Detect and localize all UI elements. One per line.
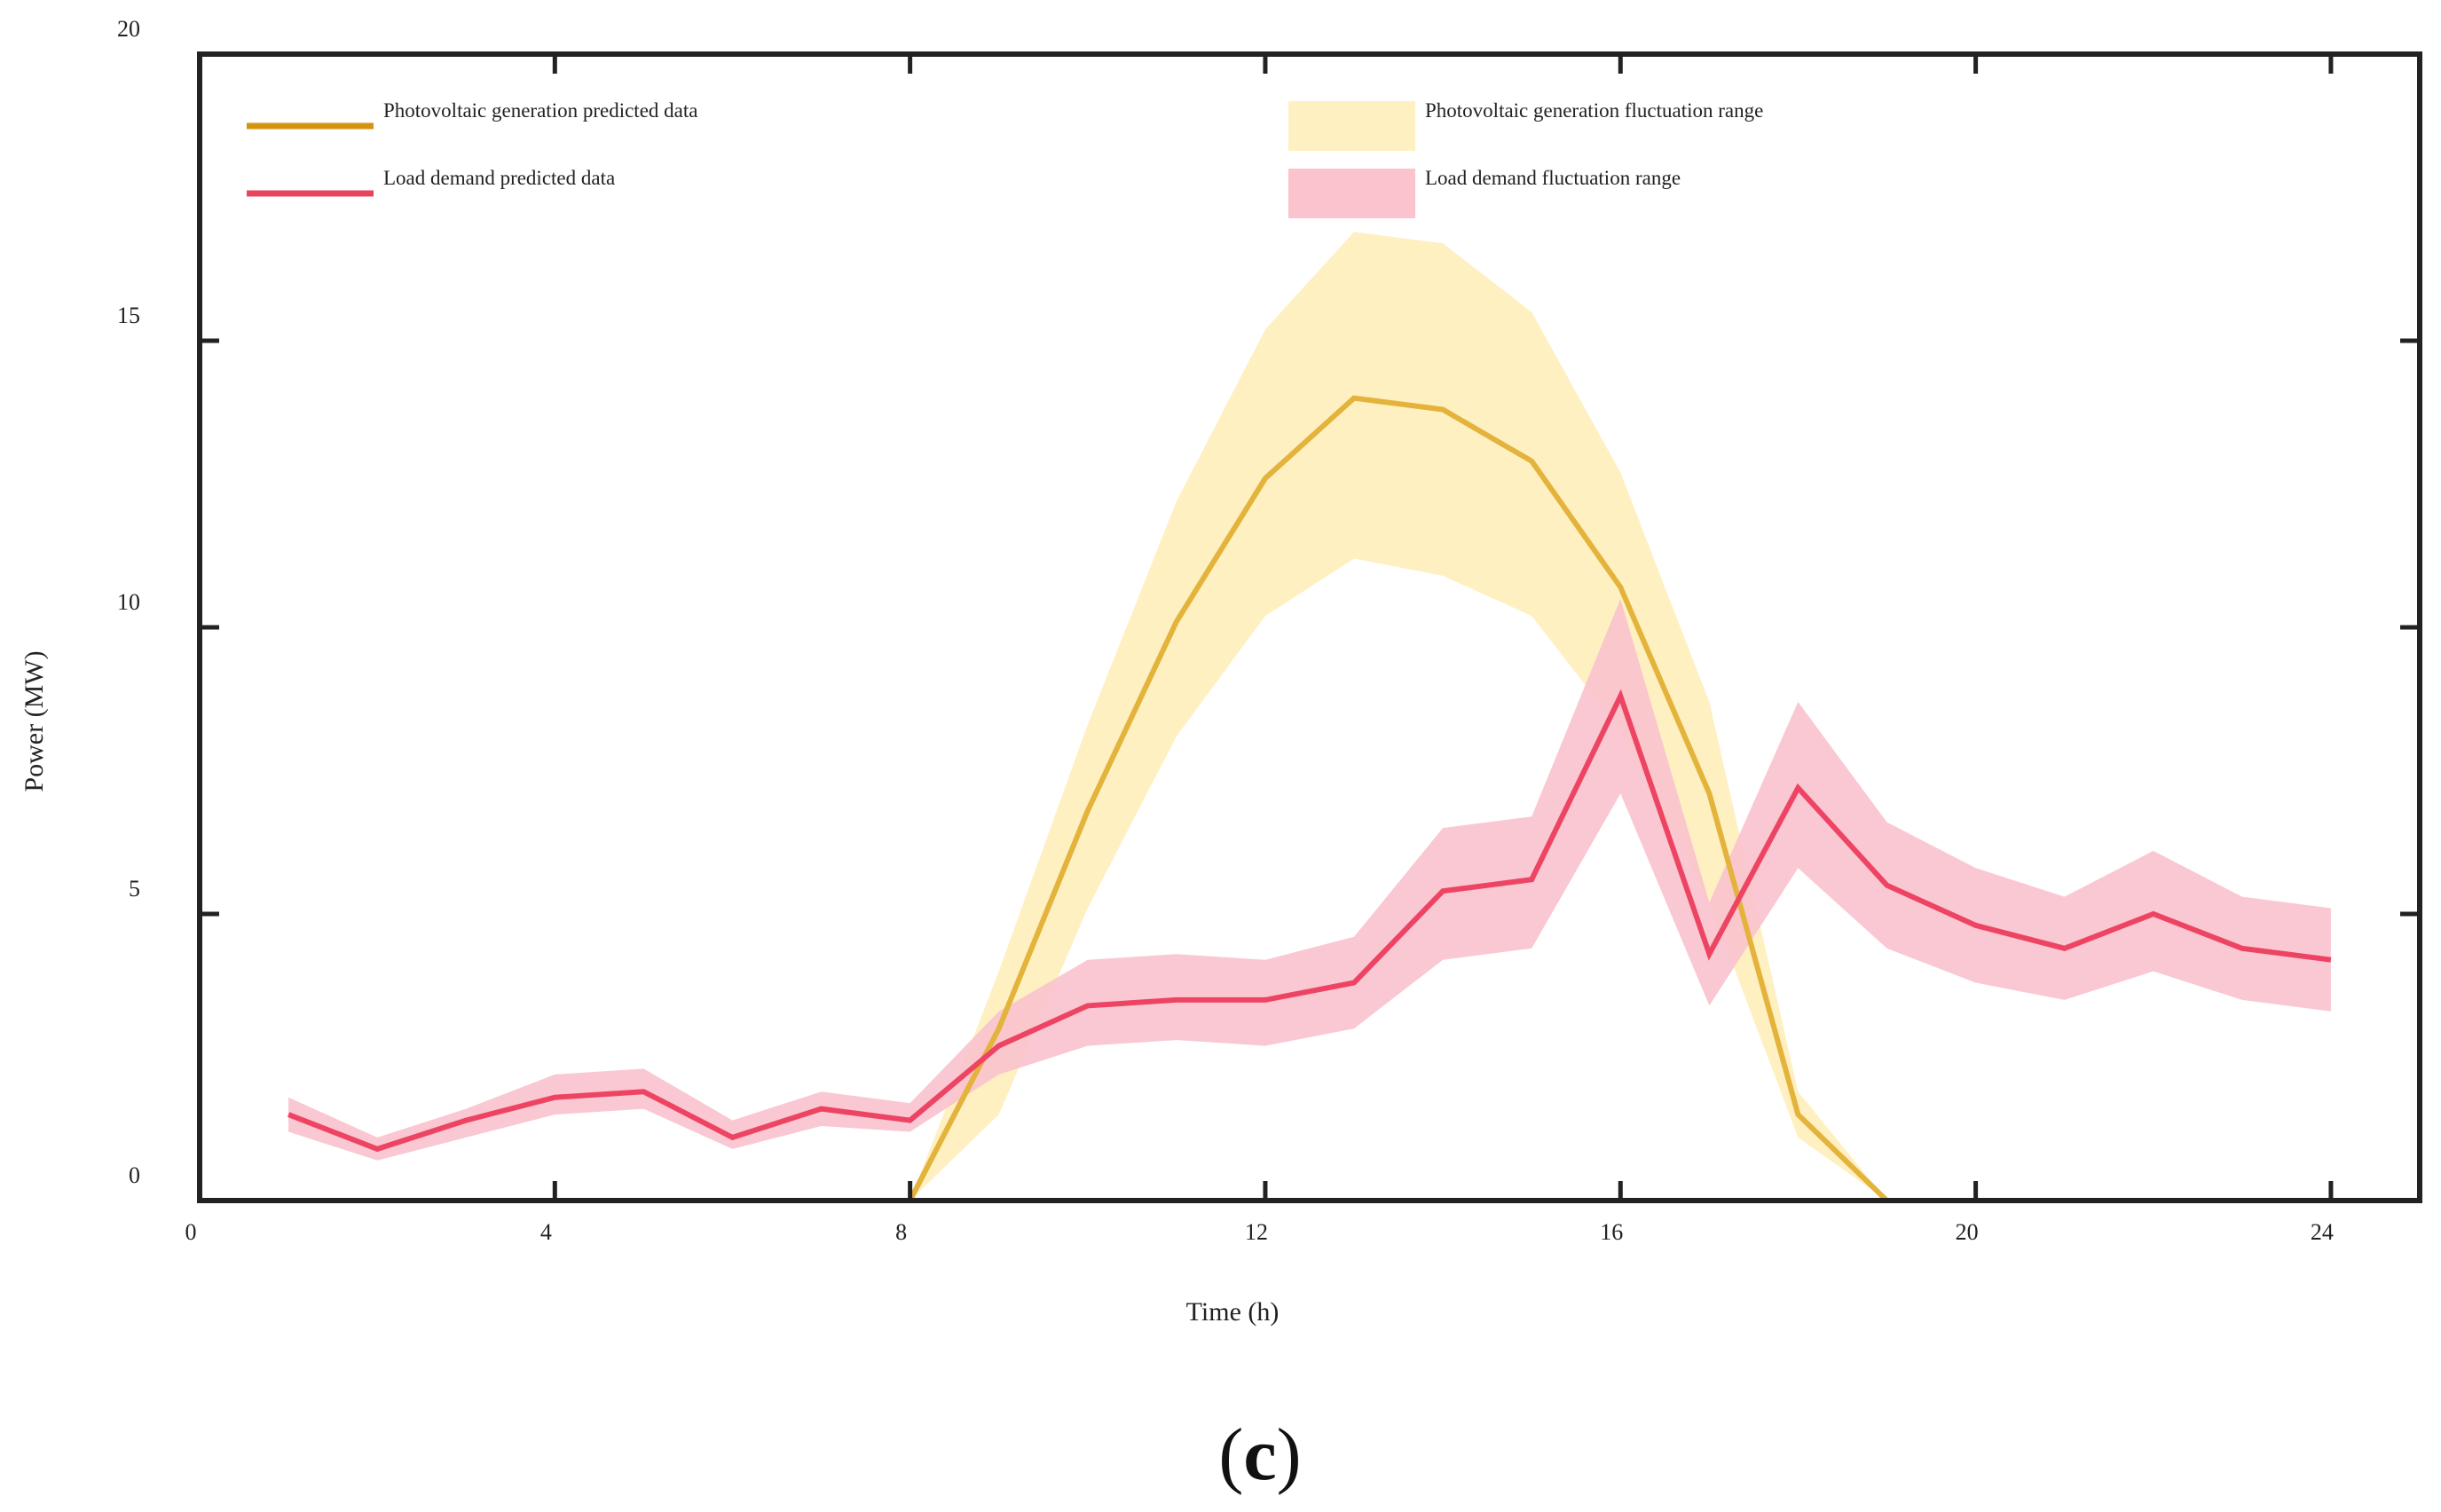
y-tick-label-15: 15	[117, 303, 140, 328]
x-tick-label-12: 12	[1245, 1219, 1268, 1245]
legend-label-pv-line: Photovoltaic generation predicted data	[383, 99, 697, 122]
y-tick-label-0: 0	[129, 1162, 140, 1188]
legend-swatch-load-band	[1288, 169, 1415, 218]
y-tick-label-5: 5	[129, 876, 140, 902]
y-axis-ticks: 0 5 10 15 20	[117, 16, 2420, 1203]
load-predicted-line	[287, 689, 2332, 1153]
y-tick-label-10: 10	[117, 589, 140, 615]
panel-label-open-paren: (	[1218, 1414, 1243, 1496]
legend-label-load-band: Load demand fluctuation range	[1425, 167, 1681, 189]
legend: Photovoltaic generation predicted data Lo…	[247, 99, 1763, 218]
panel-label-letter: c	[1243, 1414, 1276, 1496]
fluctuation-bands	[288, 232, 2331, 1201]
legend-label-load-line: Load demand predicted data	[383, 167, 615, 189]
x-tick-label-0: 0	[185, 1219, 197, 1245]
x-axis-title: Time (h)	[1186, 1297, 1280, 1327]
pv-fluctuation-band	[288, 232, 2331, 1201]
x-tick-label-20: 20	[1956, 1219, 1979, 1245]
legend-swatch-pv-band	[1288, 101, 1415, 151]
legend-label-pv-band: Photovoltaic generation fluctuation rang…	[1425, 99, 1763, 122]
x-tick-label-8: 8	[895, 1219, 907, 1245]
panel-label-close-paren: )	[1277, 1414, 1302, 1496]
panel-label: (c)	[1218, 1414, 1301, 1496]
x-axis-ticks: 0 4 8 12 16 20 24	[185, 54, 2334, 1245]
x-tick-label-24: 24	[2311, 1219, 2334, 1245]
load-fluctuation-band	[288, 598, 2331, 1161]
y-tick-label-20: 20	[117, 16, 140, 42]
x-tick-label-16: 16	[1600, 1219, 1623, 1245]
y-axis-title: Power (MW)	[20, 650, 49, 791]
x-tick-label-4: 4	[540, 1219, 552, 1245]
